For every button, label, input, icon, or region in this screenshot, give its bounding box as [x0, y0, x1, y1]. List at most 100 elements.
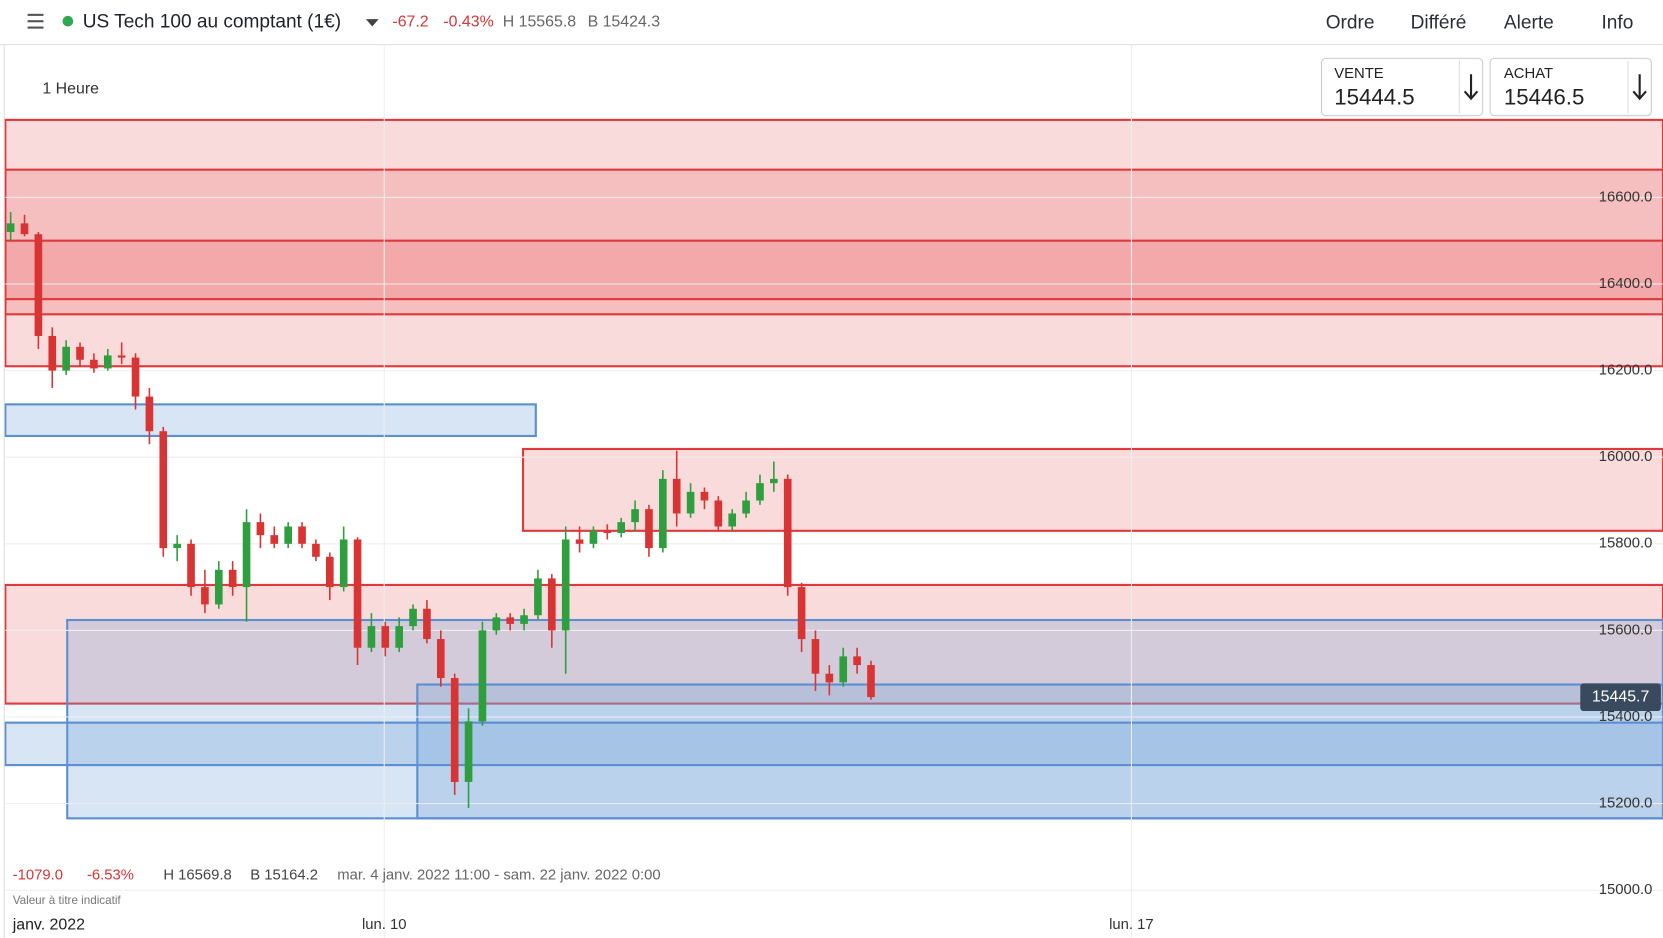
candle-body: [20, 223, 29, 235]
candle-body: [436, 639, 445, 679]
candle-body: [228, 569, 237, 588]
candle-body: [284, 526, 292, 544]
menu-icon[interactable]: [27, 13, 44, 29]
y-tick-label: 16000.0: [1599, 449, 1653, 465]
zones: [4, 118, 1663, 820]
period-high: H 16569.8: [163, 867, 231, 883]
buy-price: 15446.5: [1504, 85, 1584, 110]
candle-body: [825, 673, 834, 683]
candle-body: [256, 522, 265, 536]
nav-item[interactable]: Info: [1601, 12, 1633, 33]
dropdown-arrow[interactable]: [365, 19, 379, 27]
candle-body: [672, 478, 681, 514]
y-tick-label: 15200.0: [1599, 796, 1653, 812]
candle-body: [312, 543, 320, 557]
candle-body: [783, 478, 792, 588]
zone-red: [4, 118, 1663, 368]
candle-body: [395, 626, 403, 648]
candle-body: [811, 639, 820, 674]
timeframe[interactable]: 1 Heure: [42, 80, 99, 97]
candle-body: [534, 578, 542, 616]
candle-body: [728, 513, 737, 527]
y-tick-label: 15400.0: [1599, 709, 1653, 725]
candle-body: [631, 509, 639, 523]
sell-box[interactable]: VENTE 15444.5: [1320, 57, 1484, 117]
candle-body: [575, 539, 584, 544]
buy-box[interactable]: ACHAT 15446.5: [1489, 57, 1652, 117]
candle-body: [201, 587, 209, 605]
candle-body: [659, 478, 667, 549]
period-change-pct: -6.53%: [87, 867, 134, 883]
y-tick-label: 16200.0: [1599, 363, 1653, 379]
candle-body: [381, 626, 390, 648]
candle-body: [270, 535, 279, 544]
candle-body: [145, 396, 154, 432]
candle-body: [700, 491, 709, 501]
period-label: janv. 2022: [12, 916, 85, 933]
axes: lun. 10 lun. 17 15000.0 15200.0 15400.0 15600…: [362, 189, 1661, 933]
zone-red: [521, 447, 1663, 532]
candle-body: [561, 539, 570, 631]
candle-body: [464, 721, 473, 782]
candle-body: [506, 617, 515, 624]
candle-body: [686, 491, 695, 514]
candle-body: [298, 526, 306, 544]
change-pct: -0.43%: [443, 13, 493, 30]
candle-body: [187, 543, 195, 588]
candle-body: [492, 617, 501, 631]
candle-body: [867, 665, 875, 698]
change: -67.2: [392, 13, 428, 30]
candle-body: [478, 630, 487, 722]
candle-body: [90, 359, 98, 369]
instrument-title[interactable]: US Tech 100 au comptant (1€): [83, 11, 341, 32]
nav-item[interactable]: Différé: [1411, 12, 1467, 33]
candle-body: [173, 543, 181, 549]
candle-body: [339, 539, 348, 588]
candle-body: [353, 539, 362, 648]
candle-body: [450, 678, 459, 782]
period-change: -1079.0: [13, 867, 63, 883]
candle-body: [853, 656, 861, 666]
high: H 15565.8: [503, 13, 577, 30]
zone-red: [4, 239, 1663, 301]
candle-body: [117, 355, 126, 358]
nav-item[interactable]: Ordre: [1326, 12, 1375, 33]
x-tick-label: lun. 10: [362, 917, 407, 933]
header-bar: [0, 0, 1663, 45]
candle-body: [409, 608, 417, 627]
candle-body: [548, 578, 556, 631]
sell-label: VENTE: [1334, 66, 1384, 82]
candle-body: [159, 431, 168, 549]
candle-body: [756, 483, 764, 501]
candle-body: [520, 615, 528, 624]
low: B 15424.3: [588, 13, 661, 30]
candle-body: [34, 234, 43, 336]
disclaimer: Valeur à titre indicatif: [13, 894, 122, 907]
y-tick-label: 16400.0: [1599, 276, 1653, 292]
candle-body: [839, 656, 848, 683]
candle-body: [242, 522, 251, 588]
nav-item[interactable]: Alerte: [1504, 12, 1554, 33]
buy-label: ACHAT: [1504, 66, 1553, 82]
candle-body: [48, 335, 57, 371]
zone-blue: [66, 618, 1663, 820]
candle-body: [76, 346, 84, 360]
candle-body: [6, 223, 15, 233]
candle-body: [131, 357, 140, 397]
candle-body: [714, 500, 723, 527]
grid: [5, 44, 1663, 938]
period-range: mar. 4 janv. 2022 11:00 - sam. 22 janv. …: [337, 867, 660, 883]
candle-body: [214, 569, 223, 605]
last-price-label: 15445.7: [1592, 688, 1650, 705]
candle-body: [423, 608, 431, 640]
candle-body: [325, 556, 334, 588]
candle-body: [603, 530, 612, 533]
candle-body: [797, 587, 806, 640]
y-tick-label: 16600.0: [1599, 189, 1653, 205]
candles: [6, 212, 875, 808]
candle-body: [62, 346, 70, 371]
zone-blue: [4, 721, 1663, 767]
candle-body: [770, 478, 778, 484]
candle-body: [367, 626, 376, 648]
